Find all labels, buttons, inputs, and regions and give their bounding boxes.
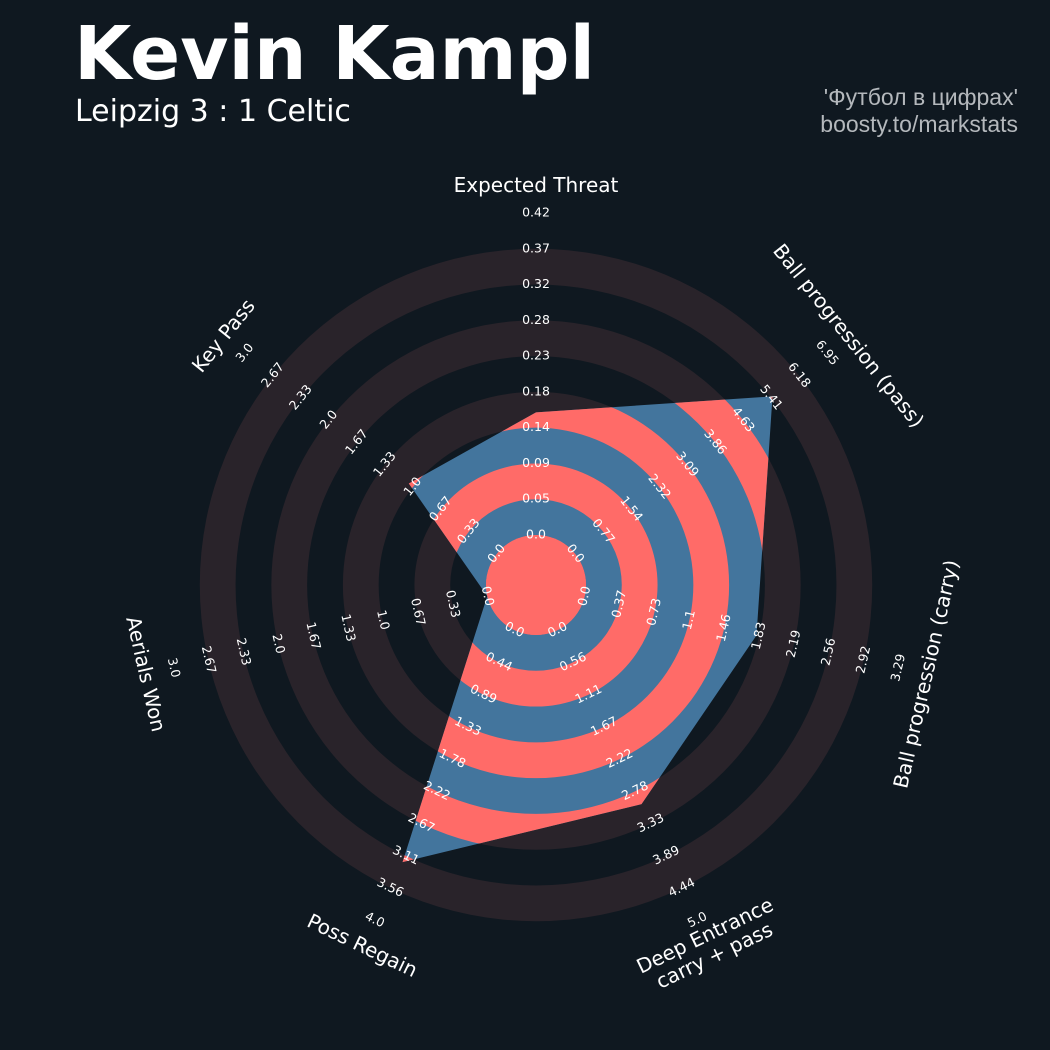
tick-label: 0.67 xyxy=(408,597,429,627)
match-subtitle: Leipzig 3 : 1 Celtic xyxy=(75,94,351,129)
tick-label: 1.83 xyxy=(748,620,769,650)
axis-label-line: Expected Threat xyxy=(454,173,619,197)
credit-line-2: boosty.to/markstats xyxy=(820,111,1018,137)
tick-label: 0.05 xyxy=(522,491,550,506)
tick-label: 0.23 xyxy=(522,348,550,363)
tick-label: 0.14 xyxy=(522,419,550,434)
tick-label: 0.33 xyxy=(443,589,464,619)
tick-label: 0.42 xyxy=(522,205,550,220)
tick-label: 0.73 xyxy=(643,597,664,627)
axis-label-line: Key Pass xyxy=(187,294,260,377)
tick-label: 1.1 xyxy=(679,608,698,631)
tick-label: 3.29 xyxy=(887,652,908,683)
tick-label: 2.0 xyxy=(269,632,288,655)
tick-label: 0.0 xyxy=(574,585,593,608)
tick-label: 3.0 xyxy=(165,656,184,679)
tick-label: 2.56 xyxy=(818,636,839,667)
axis-label: Deep Entrancecarry + pass xyxy=(633,892,787,998)
axis-label: Expected Threat xyxy=(454,173,619,197)
tick-label: 0.09 xyxy=(522,455,550,470)
tick-label: 3.0 xyxy=(232,340,256,365)
tick-label: 0.37 xyxy=(608,589,629,619)
tick-label: 1.46 xyxy=(713,612,734,643)
tick-label: 0.28 xyxy=(522,312,550,327)
axis-label: Key Pass xyxy=(187,294,260,377)
tick-label: 6.95 xyxy=(813,337,842,368)
center-disc xyxy=(486,535,586,635)
credit-line-1: 'Футбол в цифрах' xyxy=(823,84,1018,110)
axis-label-line: Poss Regain xyxy=(304,909,422,982)
tick-label: 2.19 xyxy=(783,628,804,659)
tick-label: 2.67 xyxy=(199,644,220,674)
player-shape-stripe-1 xyxy=(414,463,658,707)
axis-label: Aerials Won xyxy=(121,614,171,734)
chart-title: Kevin Kampl xyxy=(74,11,595,97)
tick-label: 4.0 xyxy=(363,908,387,930)
tick-label: 0.37 xyxy=(522,240,550,255)
tick-label: 1.67 xyxy=(303,620,324,650)
tick-label: 0.0 xyxy=(526,527,546,542)
tick-label: 0.18 xyxy=(522,383,550,398)
tick-label: 0.0 xyxy=(479,585,498,608)
axis-label-line: Aerials Won xyxy=(121,614,171,734)
tick-label: 2.92 xyxy=(852,644,873,674)
tick-label: 2.33 xyxy=(234,636,255,666)
axis-label: Poss Regain xyxy=(304,909,422,982)
tick-label: 1.33 xyxy=(338,613,359,643)
tick-label: 1.0 xyxy=(374,608,393,631)
tick-label: 0.32 xyxy=(522,276,550,291)
